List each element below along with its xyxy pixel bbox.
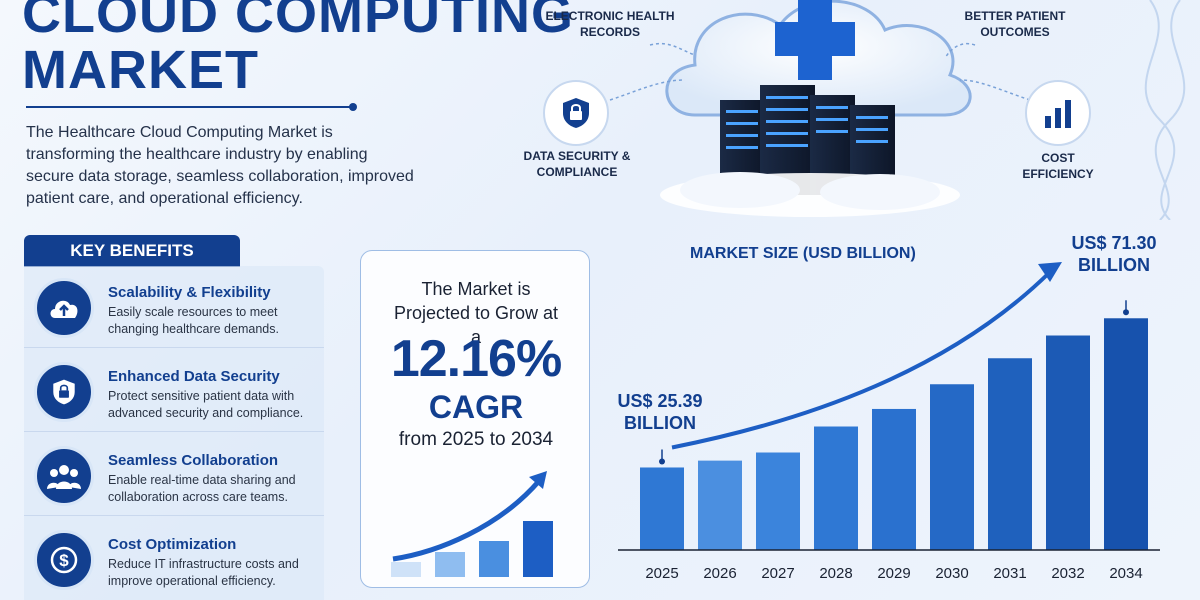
security-feature-icon — [543, 80, 609, 146]
feature-outcomes-label: BETTER PATIENT OUTCOMES — [964, 9, 1066, 39]
cloud-illustration — [520, 0, 1200, 221]
bar-2031 — [988, 358, 1032, 550]
intro-text: The Healthcare Cloud Computing Market is… — [26, 124, 414, 207]
x-tick-label: 2029 — [877, 565, 910, 582]
shield-lock-icon — [563, 98, 589, 128]
cagr-card: The Market is Projected to Grow at a 12.… — [360, 250, 590, 588]
x-tick-label: 2027 — [761, 565, 794, 582]
key-benefits-heading: KEY BENEFITS — [24, 235, 240, 267]
dollar-icon: $ — [34, 530, 94, 590]
page-title: CLOUD COMPUTING MARKET — [22, 0, 582, 98]
feature-cost-label: COST EFFICIENCY — [1022, 151, 1094, 181]
annotation-dot — [659, 458, 665, 465]
bar-2034 — [1104, 318, 1148, 550]
benefit-item: Seamless Collaboration Enable real-time … — [24, 434, 324, 516]
market-size-bar-chart: 2025 2026 2027 2028 2029 2030 2031 2032 2034 — [618, 262, 1160, 582]
benefit-description: Easily scale resources to meet changing … — [108, 305, 279, 336]
shield-lock-icon — [34, 362, 94, 422]
bar-2030 — [930, 384, 974, 550]
benefit-description: Protect sensitive patient data with adva… — [108, 389, 304, 420]
bar-2028 — [814, 426, 858, 550]
x-tick-label: 2030 — [935, 565, 968, 582]
bar-2027 — [756, 452, 800, 550]
benefit-item: Scalability & Flexibility Easily scale r… — [24, 266, 324, 348]
title-line-2: MARKET — [22, 40, 259, 100]
feature-ehr-label: ELECTRONIC HEALTH RECORDS — [545, 9, 675, 39]
feature-security-label: DATA SECURITY & COMPLIANCE — [523, 149, 631, 179]
benefit-description: Reduce IT infrastructure costs and impro… — [108, 557, 299, 588]
bar-2032 — [1046, 335, 1090, 550]
end-value-annotation: US$ 71.30 BILLION — [1071, 233, 1157, 275]
trend-arrowhead — [1038, 262, 1062, 282]
benefit-description: Enable real-time data sharing and collab… — [108, 473, 296, 504]
cloud-server-icon — [609, 0, 1186, 221]
chart-title: MARKET SIZE (USD BILLION) — [690, 245, 916, 262]
x-tick-label: 2026 — [703, 565, 736, 582]
x-tick-label: 2034 — [1109, 565, 1142, 582]
title-divider — [26, 103, 357, 111]
svg-text:$: $ — [59, 551, 69, 570]
x-tick-label: 2025 — [645, 565, 678, 582]
x-tick-label: 2028 — [819, 565, 852, 582]
key-benefits-panel: Scalability & Flexibility Easily scale r… — [24, 266, 324, 600]
cagr-value: 12.16% — [390, 330, 562, 388]
cloud-upload-icon — [34, 278, 94, 338]
cagr-intro: The Market is Projected to Grow at a — [393, 279, 559, 347]
benefit-item: Enhanced Data Security Protect sensitive… — [24, 350, 324, 432]
bar-2026 — [698, 460, 742, 550]
bar-2029 — [872, 408, 916, 550]
cost-feature-icon — [1025, 80, 1091, 146]
title-line-1: CLOUD COMPUTING — [22, 0, 574, 44]
bar-2025 — [640, 467, 684, 550]
x-tick-label: 2032 — [1051, 565, 1084, 582]
cagr-range: from 2025 to 2034 — [398, 429, 554, 450]
benefit-title: Seamless Collaboration — [108, 452, 279, 469]
x-tick-label: 2031 — [993, 565, 1026, 582]
start-value-annotation: US$ 25.39 BILLION — [617, 391, 703, 433]
growth-chart-icon — [391, 471, 553, 577]
benefit-item: $ Cost Optimization Reduce IT infrastruc… — [24, 518, 324, 600]
benefit-title: Enhanced Data Security — [108, 368, 280, 385]
trend-arrow — [671, 270, 1052, 450]
benefit-title: Scalability & Flexibility — [108, 284, 271, 301]
cagr-label: CAGR — [428, 389, 524, 425]
benefit-title: Cost Optimization — [108, 536, 237, 553]
bar-chart-icon — [1045, 100, 1071, 128]
team-icon — [34, 446, 94, 506]
annotation-dot — [1123, 309, 1129, 316]
